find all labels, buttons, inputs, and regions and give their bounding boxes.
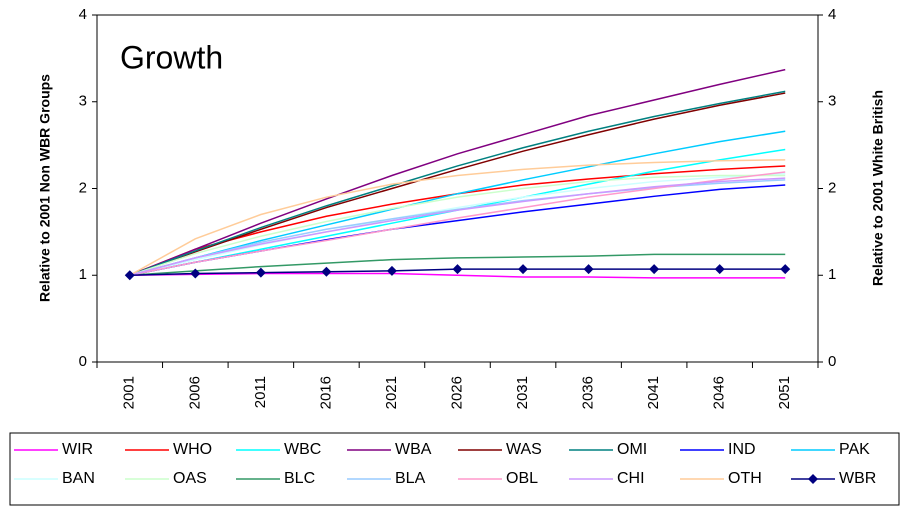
x-tick-label: 2046	[711, 376, 728, 409]
series-line	[129, 90, 786, 276]
y2-tick-label: 1	[828, 266, 836, 283]
marker	[714, 264, 725, 275]
legend-label: BAN	[62, 470, 95, 487]
x-tick-label: 2021	[383, 376, 400, 409]
marker	[124, 270, 135, 281]
marker	[649, 264, 660, 275]
x-tick-label: 2001	[121, 376, 138, 409]
series-line	[129, 174, 786, 276]
series-line	[129, 92, 786, 276]
legend-label: WBR	[839, 470, 876, 487]
series-line	[129, 159, 786, 276]
marker	[452, 264, 463, 275]
marker	[518, 264, 529, 275]
marker	[321, 266, 332, 277]
legend-label: WBC	[284, 441, 321, 458]
y-tick-label: 3	[79, 93, 87, 110]
y-tick-label: 0	[79, 353, 87, 370]
legend-label: BLC	[284, 470, 315, 487]
marker	[386, 265, 397, 276]
legend-label: OBL	[506, 470, 538, 487]
y2-axis-label: Relative to 2001 White British	[870, 90, 886, 286]
legend-label: OAS	[173, 470, 207, 487]
plot-area	[96, 14, 819, 363]
series-line	[129, 253, 786, 276]
y-tick-label: 1	[79, 266, 87, 283]
x-tick-label: 2006	[186, 376, 203, 409]
x-tick-label: 2011	[252, 376, 269, 408]
y-tick-label: 2	[79, 179, 87, 196]
x-tick-label: 2026	[448, 376, 465, 409]
y2-tick-label: 2	[828, 179, 836, 196]
y2-tick-label: 0	[828, 353, 836, 370]
marker	[190, 268, 201, 279]
legend-label: PAK	[839, 441, 870, 458]
y2-tick-label: 4	[828, 6, 836, 23]
x-tick-label: 2036	[580, 376, 597, 409]
legend-label: OMI	[617, 441, 647, 458]
legend-marker	[808, 474, 818, 484]
series-line	[129, 68, 786, 276]
series-line	[129, 272, 786, 279]
legend	[9, 432, 900, 506]
legend-label: BLA	[395, 470, 426, 487]
legend-label: IND	[728, 441, 756, 458]
legend-label: WBA	[395, 441, 432, 458]
legend-label: CHI	[617, 470, 645, 487]
series-line	[129, 130, 786, 276]
x-tick-label: 2031	[514, 376, 531, 409]
chart-title: Growth	[120, 39, 223, 75]
y2-tick-label: 3	[828, 93, 836, 110]
legend-label: OTH	[728, 470, 762, 487]
y-axis-label: Relative to 2001 Non WBR Groups	[37, 74, 53, 302]
y-tick-label: 4	[79, 6, 87, 23]
series-line	[129, 177, 786, 276]
marker	[583, 264, 594, 275]
x-tick-label: 2051	[776, 376, 793, 409]
x-tick-label: 2016	[317, 376, 334, 409]
legend-label: WHO	[173, 441, 212, 458]
marker	[780, 264, 791, 275]
x-tick-label: 2041	[645, 376, 662, 409]
marker	[255, 267, 266, 278]
series-line	[129, 173, 786, 276]
legend-label: WIR	[62, 441, 93, 458]
legend-label: WAS	[506, 441, 542, 458]
